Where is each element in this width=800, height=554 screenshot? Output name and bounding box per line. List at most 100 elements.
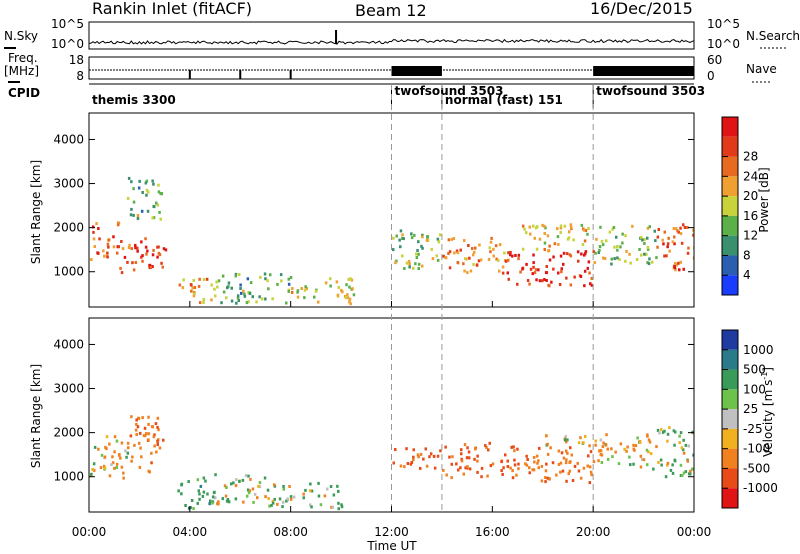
data-cell [162,247,166,251]
data-cell [557,463,561,466]
data-cell [610,257,613,261]
nave-label: Nave [746,62,777,76]
data-cell [147,422,150,426]
data-cell [545,265,548,268]
data-cell [144,434,147,438]
data-cell [419,452,423,456]
data-cell [511,469,514,473]
data-cell [401,237,404,240]
data-cell [584,250,588,254]
data-cell [477,259,481,263]
data-cell [507,277,510,281]
data-cell [657,460,660,464]
data-cell [239,287,242,290]
data-cell [567,230,571,234]
data-cell [255,300,258,304]
data-cell [408,262,411,266]
nsky-trace [88,30,695,45]
data-cell [410,232,413,236]
data-cell [152,248,155,252]
data-cell [245,494,249,498]
data-cell [594,443,597,447]
data-cell [248,489,252,493]
data-cell [289,497,293,501]
data-cell [643,252,646,256]
data-cell [583,239,587,243]
data-cell [599,438,603,442]
data-cell [506,459,509,463]
data-cell [473,457,476,461]
colorbar-tick-label: 20 [743,189,758,203]
data-cell [613,245,616,249]
data-cell [392,236,395,240]
data-cell [511,476,515,480]
data-cell [455,462,458,466]
data-cell [492,247,495,251]
data-cell [151,253,155,257]
nsearch-label: N.Search [746,29,800,43]
data-cell [249,477,252,481]
data-cell [679,463,683,467]
data-cell [424,447,427,451]
data-cell [672,227,676,231]
data-cell [202,490,206,494]
data-cell [331,505,335,509]
data-cell [285,301,288,305]
data-cell [582,441,585,445]
data-cell [543,278,546,281]
data-cell [144,245,148,249]
data-cell [472,263,475,266]
data-cell [525,231,528,235]
data-cell [628,455,631,459]
data-cell [145,432,148,436]
data-cell [584,252,587,256]
data-cell [599,449,602,452]
data-cell [245,301,249,305]
data-cell [549,446,552,450]
data-cell [421,246,424,250]
data-cell [332,493,336,497]
beam-label: Beam 12 [355,1,427,20]
data-cell [658,431,661,435]
data-cell [624,234,627,238]
data-cell [410,236,414,240]
freq-tick-bottom: 8 [76,69,84,83]
colorbar-frame [721,116,739,296]
data-cell [462,472,465,476]
data-cell [436,454,440,458]
data-cell [415,252,418,256]
data-cell [498,269,501,273]
data-cell [586,464,589,468]
data-cell [515,473,518,477]
data-cell [247,300,250,304]
data-cell [635,258,639,261]
data-cell [407,259,411,263]
data-cell [447,238,451,242]
data-cell [405,261,409,265]
data-cell [329,277,332,281]
cpid-segment-label: normal (fast) 151 [445,93,563,107]
data-cell [151,179,154,183]
data-cell [289,495,293,499]
data-cell [467,456,471,460]
data-cell [646,434,649,438]
data-cell [501,265,505,269]
data-cell [223,484,227,488]
data-cell [252,500,255,504]
data-cell [271,501,275,505]
data-cell [395,234,398,238]
data-cell [392,248,395,252]
data-cell [683,226,687,229]
data-cell [471,247,474,250]
data-cell [666,439,669,443]
data-cell [417,262,421,266]
data-cell [215,280,218,284]
data-cell [534,268,538,272]
plot-title: Rankin Inlet (fitACF) [92,0,252,18]
data-cell [421,264,424,268]
data-cell [466,446,469,450]
data-cell [152,216,156,220]
data-cell [484,444,487,448]
data-cell [675,263,679,267]
data-cell [673,443,676,447]
